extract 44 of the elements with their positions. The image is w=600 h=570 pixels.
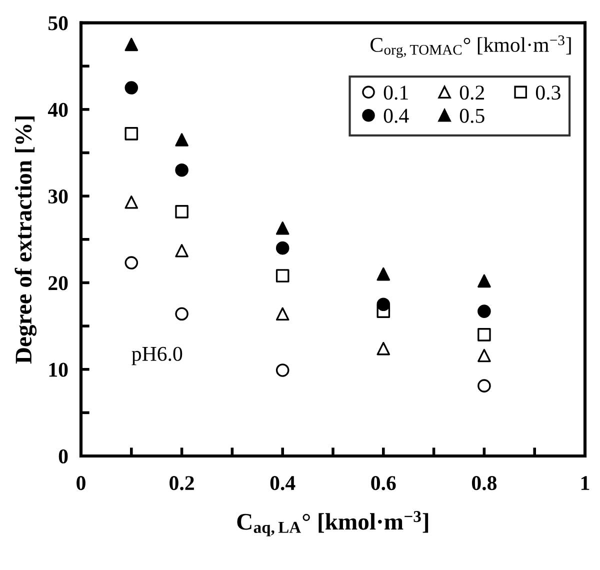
point — [175, 163, 188, 177]
x-tick-label: 0.8 — [472, 476, 497, 490]
y-tick-label: 50 — [48, 16, 68, 30]
point — [478, 348, 491, 362]
point — [276, 364, 290, 377]
point — [376, 267, 390, 281]
point — [124, 196, 138, 209]
legend-label: 0.2 — [460, 86, 484, 100]
x-tick-label: 0.4 — [270, 476, 296, 490]
legend-label: 0.5 — [460, 108, 484, 123]
point — [124, 38, 138, 52]
point — [175, 244, 188, 258]
legend-label: 0.4 — [384, 108, 409, 123]
point — [276, 241, 290, 255]
annotation: pH6.0 — [132, 346, 182, 366]
y-tick-label: 30 — [48, 189, 68, 204]
point — [376, 298, 390, 312]
y-tick-label: 10 — [49, 362, 68, 377]
legend-label: 0.3 — [536, 86, 560, 100]
point — [276, 269, 290, 282]
y-tick-label: 20 — [48, 276, 68, 290]
point — [175, 307, 188, 321]
point — [478, 304, 491, 318]
y-tick-label: 0 — [58, 449, 68, 464]
point — [175, 205, 188, 218]
y-tick-label: 40 — [48, 102, 68, 117]
y-axis-title: Degree of extraction [%] — [14, 116, 37, 364]
legend-title: C$_{org,TOMAC}$° [kmol·m$^{−3}$] — [370, 35, 571, 58]
x-axis-title: C$_{aq,LA}$° [kmol·m$^{−3}$] — [237, 511, 428, 536]
x-tick-label: 0.6 — [371, 476, 396, 490]
point — [478, 379, 491, 392]
point — [124, 256, 138, 270]
point — [175, 133, 188, 146]
point — [124, 81, 138, 94]
point — [276, 307, 290, 321]
point — [124, 127, 138, 140]
point — [478, 274, 491, 288]
x-tick-label: 1 — [581, 476, 590, 490]
point — [276, 221, 290, 235]
x-tick-label: 0.2 — [170, 476, 194, 490]
legend-label: 0.1 — [384, 86, 408, 100]
point — [376, 342, 390, 356]
point — [478, 328, 491, 342]
x-tick-label: 0 — [76, 476, 86, 490]
